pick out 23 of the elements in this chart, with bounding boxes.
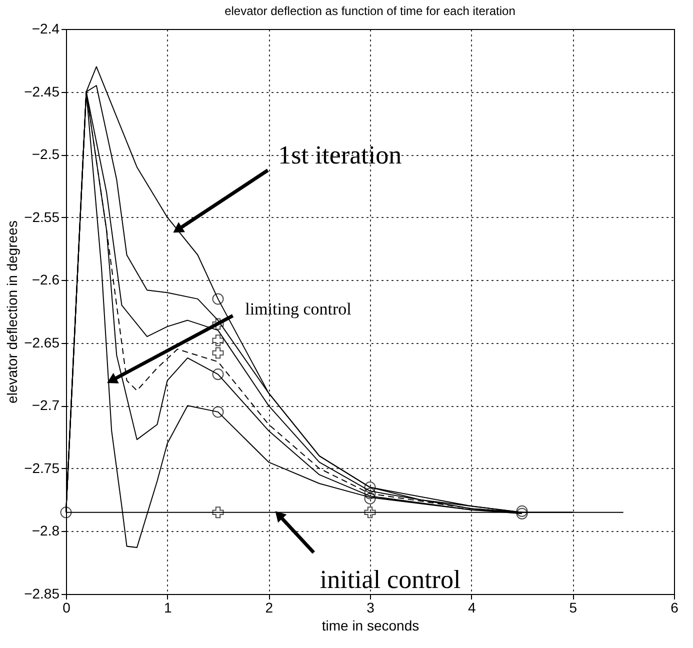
y-tick-label: −2.4 [32, 20, 60, 36]
y-tick-label: −2.45 [24, 83, 60, 100]
y-axis-title: elevator deflection in degrees [4, 220, 20, 404]
annotation: limiting control [245, 299, 352, 318]
y-tick-label: −2.85 [24, 586, 60, 602]
y-tick-label: −2.55 [24, 208, 60, 225]
y-tick-label: −2.75 [24, 460, 60, 476]
y-tick-label: −2.6 [32, 272, 60, 288]
x-tick-label: 0 [62, 600, 71, 616]
y-tick-label: −2.8 [32, 522, 60, 539]
annotation: initial control [320, 564, 461, 594]
x-tick-label: 3 [366, 600, 375, 616]
x-tick-label: 5 [569, 600, 578, 616]
x-axis-title: time in seconds [322, 618, 420, 634]
x-tick-label: 6 [670, 600, 679, 616]
y-tick-label: −2.5 [32, 146, 60, 162]
annotation: 1st iteration [278, 140, 402, 170]
x-tick-label: 2 [265, 600, 274, 616]
x-tick-label: 1 [164, 600, 172, 616]
y-tick-label: −2.65 [24, 334, 60, 350]
x-tick-label: 4 [468, 600, 476, 616]
chart-title: elevator deflection as function of time for each iteration [224, 4, 516, 18]
y-tick-label: −2.7 [32, 397, 60, 414]
